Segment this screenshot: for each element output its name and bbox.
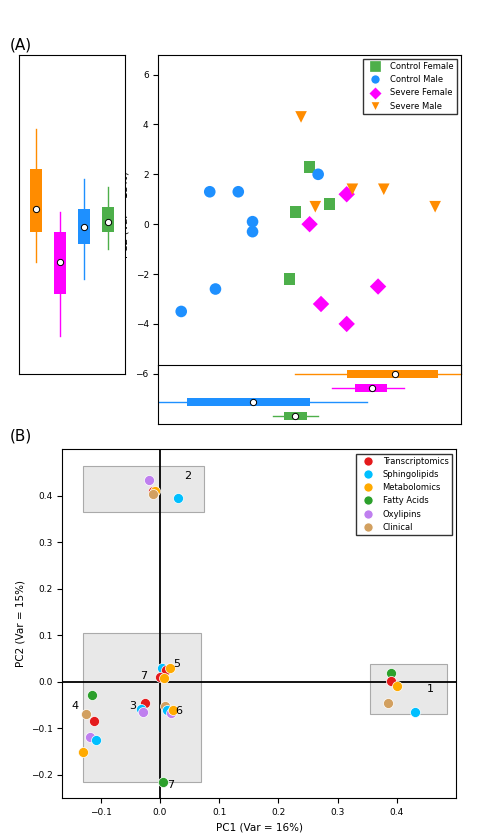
Point xyxy=(206,185,214,198)
Bar xyxy=(347,370,438,378)
Point xyxy=(306,160,313,174)
Bar xyxy=(83,633,202,782)
Point xyxy=(169,703,177,717)
Point xyxy=(411,706,419,719)
Point xyxy=(326,197,334,211)
Y-axis label: PC2 (Var = 15%): PC2 (Var = 15%) xyxy=(120,171,130,258)
Point xyxy=(88,688,96,701)
Text: 2: 2 xyxy=(184,471,191,480)
Point xyxy=(152,485,159,498)
Point xyxy=(317,297,325,311)
Point xyxy=(140,706,147,719)
Bar xyxy=(30,170,42,232)
Text: 6: 6 xyxy=(176,706,182,716)
X-axis label: PC1 (Var = 16%): PC1 (Var = 16%) xyxy=(266,398,353,408)
Point xyxy=(162,664,170,677)
Text: 7: 7 xyxy=(167,780,174,790)
Point xyxy=(297,110,305,123)
Text: 4: 4 xyxy=(71,701,78,711)
Legend: Control Female, Control Male, Severe Female, Severe Male: Control Female, Control Male, Severe Fem… xyxy=(363,59,456,114)
Bar xyxy=(355,384,386,391)
Point xyxy=(79,746,87,759)
Text: 5: 5 xyxy=(173,659,180,669)
Y-axis label: PC2 (Var = 15%): PC2 (Var = 15%) xyxy=(15,580,25,667)
Point xyxy=(212,282,219,296)
Point xyxy=(82,707,90,721)
Point xyxy=(92,733,100,747)
Point xyxy=(249,225,256,239)
Point xyxy=(393,680,401,693)
Point xyxy=(314,167,322,181)
Point xyxy=(137,702,145,716)
Point xyxy=(158,661,166,675)
X-axis label: PC1 (Var = 16%): PC1 (Var = 16%) xyxy=(216,822,303,832)
Text: 7: 7 xyxy=(141,671,148,681)
Point xyxy=(161,699,168,712)
Point xyxy=(286,272,293,286)
Point xyxy=(149,487,157,501)
Bar xyxy=(78,209,90,244)
Point xyxy=(348,182,356,196)
Text: 1: 1 xyxy=(426,684,433,694)
Point xyxy=(249,215,256,228)
Bar xyxy=(284,412,307,420)
Bar xyxy=(83,465,204,512)
Legend: Transcriptomics, Sphingolipids, Metabolomics, Fatty Acids, Oxylipins, Clinical: Transcriptomics, Sphingolipids, Metabolo… xyxy=(356,454,452,535)
Bar xyxy=(370,664,447,714)
Point xyxy=(159,775,167,789)
Bar xyxy=(102,207,114,232)
Point xyxy=(167,706,175,720)
Point xyxy=(343,187,350,201)
Point xyxy=(234,185,242,198)
Point xyxy=(149,485,157,498)
Bar xyxy=(187,398,310,406)
Point xyxy=(160,671,168,685)
Point xyxy=(174,491,181,505)
Point xyxy=(166,661,173,675)
Point xyxy=(178,305,185,318)
Point xyxy=(387,675,395,688)
Point xyxy=(90,715,97,728)
Point xyxy=(312,200,319,213)
Text: 3: 3 xyxy=(129,701,136,711)
Point xyxy=(142,696,149,710)
Point xyxy=(86,730,94,743)
Point xyxy=(384,696,392,710)
Text: (B): (B) xyxy=(10,428,32,444)
Point xyxy=(163,703,171,717)
Point xyxy=(374,280,382,293)
Point xyxy=(306,218,313,231)
Point xyxy=(387,666,395,680)
Point xyxy=(380,182,388,196)
Point xyxy=(343,318,350,331)
Point xyxy=(145,473,153,486)
Point xyxy=(291,205,299,218)
Text: (A): (A) xyxy=(10,38,32,53)
Point xyxy=(156,670,164,684)
Bar xyxy=(54,232,66,294)
Point xyxy=(432,200,439,213)
